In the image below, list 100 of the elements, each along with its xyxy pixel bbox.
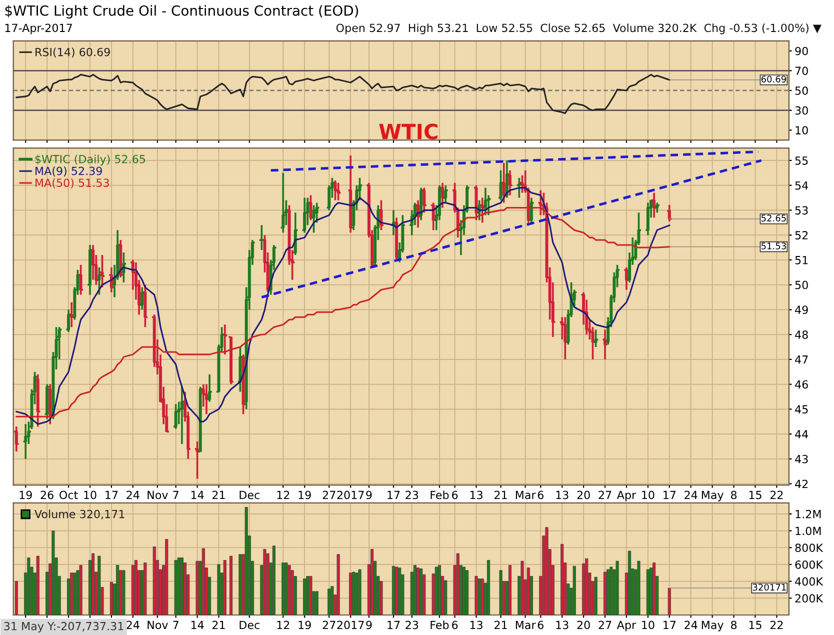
bar [545, 527, 548, 615]
annotation: WTIC [379, 124, 438, 140]
bar [14, 581, 18, 615]
bar [110, 582, 113, 615]
bar [668, 588, 671, 615]
x-tick-label: 17 [106, 490, 118, 500]
bar [652, 562, 656, 615]
bar [520, 560, 524, 615]
chart-title: $WTIC Light Crude Oil - Continuous Contract (EOD) [5, 5, 358, 19]
x-tick-label: 19 [298, 490, 311, 500]
bar [165, 538, 168, 615]
bar [309, 576, 312, 615]
x-tick-label: 17 [664, 490, 676, 500]
x-tick-label: 9 [366, 620, 372, 630]
bar [330, 586, 334, 615]
bar [352, 572, 356, 615]
bar [395, 566, 398, 615]
legend-label: MA(50) 51.53 [36, 178, 109, 188]
x-tick-label: 12 [277, 620, 290, 629]
bar [462, 566, 466, 615]
bar [177, 558, 180, 615]
x-tick-label: 6 [538, 620, 544, 630]
bar [646, 569, 650, 615]
bar [238, 554, 242, 615]
y-tick-label: 51 [795, 256, 808, 264]
y-tick-label: 200K [795, 594, 824, 603]
y-tick-label: 600K [795, 560, 824, 569]
bar [474, 576, 478, 615]
x-tick-label: 17 [388, 620, 400, 629]
bar [349, 572, 352, 615]
x-tick-label: Apr [616, 490, 636, 502]
bar [456, 553, 460, 615]
chart-subtitle: 17-Apr-2017 [5, 24, 72, 34]
x-tick-label: Dec [240, 490, 260, 500]
bar [487, 560, 490, 615]
legend-label: Volume 320,171 [34, 510, 124, 520]
x-tick-label: 26 [40, 490, 54, 500]
annotation: 60.69 [761, 76, 786, 83]
y-tick-label: 50 [795, 86, 808, 95]
y-tick-label: 90 [795, 46, 808, 56]
x-tick-label: 17 [664, 620, 676, 629]
x-tick-label: 13 [470, 490, 482, 500]
x-tick-label: 22 [770, 490, 783, 500]
bar [526, 568, 530, 615]
bar [92, 553, 95, 615]
x-tick-label: 8 [731, 620, 737, 630]
y-tick-label: 1.2M [796, 510, 821, 518]
bar [52, 530, 55, 615]
bar [122, 570, 126, 615]
bar [416, 568, 420, 615]
bar [466, 570, 469, 615]
bar [36, 556, 40, 615]
bar [398, 568, 402, 615]
x-tick-label: 21 [212, 490, 225, 500]
annotation: 51.53 [761, 242, 786, 250]
bar [263, 549, 266, 615]
x-tick-label: 7 [173, 490, 178, 500]
bar [370, 549, 374, 615]
y-tick-label: 1.0M [796, 526, 821, 536]
legend-label: RSI(14) 60.69 [36, 48, 110, 58]
x-tick-label: 2017 [337, 490, 364, 500]
bar [315, 591, 318, 615]
x-tick-label: 10 [642, 490, 654, 500]
x-tick-label: Feb [430, 620, 449, 630]
bar [79, 565, 82, 615]
bar [282, 562, 285, 615]
x-tick-label: Mar [516, 490, 536, 500]
x-tick-label: 8 [731, 490, 737, 500]
bar [420, 568, 423, 615]
x-tick-label: 24 [126, 620, 140, 629]
bar [217, 564, 220, 615]
x-tick-label: Nov [148, 620, 168, 630]
bar [284, 562, 288, 615]
x-tick-label: 21 [212, 620, 225, 629]
annotation: 320171 [752, 584, 786, 591]
bar [585, 558, 588, 615]
x-tick-label: May [702, 620, 724, 632]
bar [202, 548, 205, 615]
x-tick-label: Mar [516, 620, 536, 630]
y-tick-label: 49 [795, 306, 808, 314]
bar [508, 565, 512, 615]
x-tick-label: 15 [749, 490, 762, 500]
y-tick-label: 53 [795, 206, 808, 215]
x-tick-label: Dec [240, 620, 260, 630]
x-tick-label: 27 [322, 620, 336, 629]
bar [73, 572, 76, 615]
x-tick-label: Nov [148, 490, 168, 500]
x-tick-label: 20 [577, 490, 590, 500]
bar [444, 580, 448, 615]
x-tick-label: 24 [684, 620, 698, 629]
x-tick-label: 6 [452, 620, 458, 630]
bar [288, 565, 291, 615]
x-tick-label: 17 [388, 490, 400, 500]
y-tick-label: 30 [795, 106, 808, 115]
bar [606, 569, 610, 615]
x-tick-label: 24 [684, 490, 698, 500]
x-tick-label: 23 [406, 620, 418, 630]
bar [144, 562, 147, 615]
bar [413, 565, 416, 615]
x-tick-label: 13 [556, 620, 568, 630]
